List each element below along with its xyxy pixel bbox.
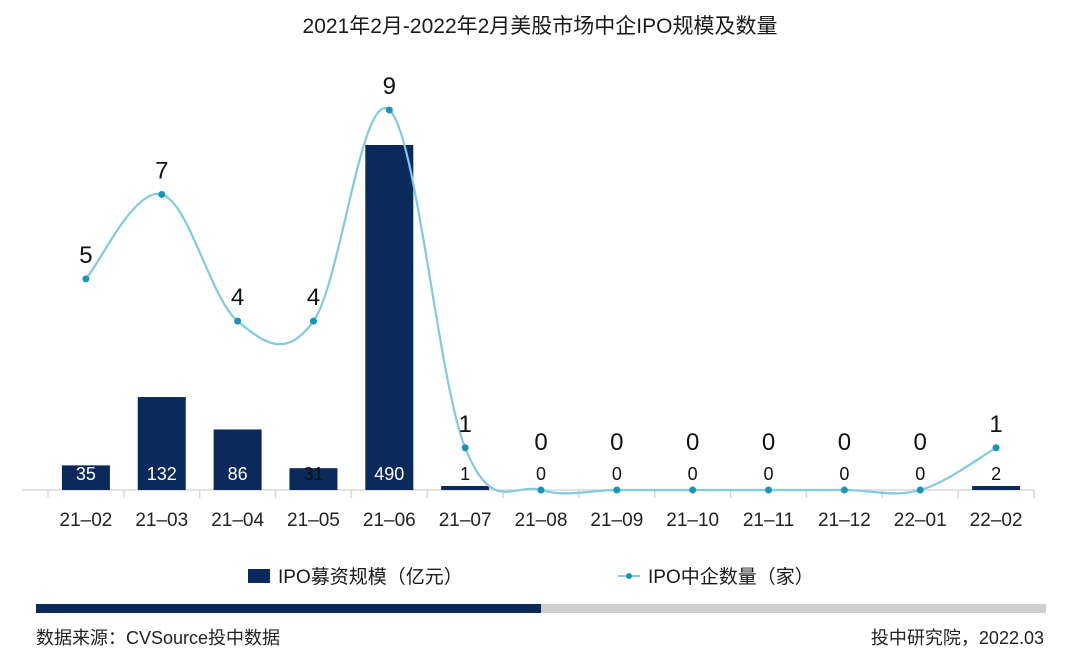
- x-tick-label: 21–11: [743, 510, 794, 531]
- bar-value-label: 0: [839, 464, 849, 484]
- line-value-label: 0: [762, 429, 775, 456]
- line-value-label: 0: [914, 429, 927, 456]
- line-marker: [916, 486, 924, 494]
- line-value-label: 0: [838, 429, 851, 456]
- x-tick-label: 21–02: [60, 510, 113, 531]
- bar: [441, 486, 490, 490]
- line-marker: [992, 444, 1000, 452]
- bar: [137, 397, 186, 490]
- bar-value-label: 0: [612, 464, 622, 484]
- publisher-credit: 投中研究院，2022.03: [870, 628, 1044, 648]
- x-tick-label: 22–01: [894, 510, 947, 531]
- x-tick-label: 22–02: [970, 510, 1023, 531]
- line-value-label: 1: [989, 411, 1002, 438]
- x-tick-label: 21–07: [439, 510, 492, 531]
- line-marker: [765, 486, 773, 494]
- x-tick-label: 21–05: [287, 510, 340, 531]
- line-value-label: 0: [686, 429, 699, 456]
- legend-line-label: IPO中企数量（家）: [648, 567, 814, 588]
- legend-bar-label: IPO募资规模（亿元）: [278, 567, 463, 588]
- bar-value-label: 0: [536, 464, 546, 484]
- line-marker: [840, 486, 848, 494]
- line-value-label: 1: [458, 411, 471, 438]
- line-value-label: 5: [79, 242, 92, 269]
- data-source: 数据来源：CVSource投中数据: [36, 628, 281, 648]
- x-tick-label: 21–04: [211, 510, 264, 531]
- line-value-label: 7: [155, 157, 168, 184]
- bar-value-label: 0: [915, 464, 925, 484]
- bar-value-label: 2: [991, 464, 1001, 484]
- legend-item-bar: IPO募资规模（亿元）: [248, 562, 463, 589]
- bar: [61, 465, 110, 490]
- bar-value-label: 86: [228, 464, 248, 484]
- bar: [365, 145, 414, 490]
- line-value-label: 0: [534, 429, 547, 456]
- line-marker: [309, 317, 317, 325]
- bar-swatch-icon: [248, 568, 270, 583]
- line-marker: [234, 317, 242, 325]
- line-marker-swatch-icon: [618, 569, 640, 583]
- bar-value-label: 35: [76, 464, 96, 484]
- progress-fill: [36, 604, 541, 613]
- x-tick-label: 21–08: [515, 510, 568, 531]
- bar-value-label: 0: [764, 464, 774, 484]
- x-tick-label: 21–10: [666, 510, 719, 531]
- legend-item-line: IPO中企数量（家）: [618, 562, 814, 589]
- x-tick-label: 21–03: [135, 510, 188, 531]
- line-value-label: 4: [307, 284, 320, 311]
- line-marker: [385, 106, 393, 114]
- chart-title: 2021年2月-2022年2月美股市场中企IPO规模及数量: [302, 15, 778, 38]
- bar-value-label: 31: [303, 464, 323, 484]
- bar: [213, 429, 262, 490]
- line-value-label: 0: [610, 429, 623, 456]
- line-marker: [537, 486, 545, 494]
- x-tick-label: 21–12: [818, 510, 871, 531]
- line-value-label: 4: [231, 284, 244, 311]
- bar: [972, 486, 1021, 490]
- line-value-label: 9: [383, 73, 396, 100]
- bar: [289, 468, 338, 490]
- bar-value-label: 490: [374, 464, 404, 484]
- x-tick-label: 21–06: [363, 510, 416, 531]
- progress-bar: [36, 604, 1046, 613]
- x-tick-label: 21–09: [590, 510, 643, 531]
- line-marker: [158, 190, 166, 198]
- line-marker: [613, 486, 621, 494]
- combo-chart: 3521–0213221–038621–043121–0549021–06121…: [22, 73, 1035, 531]
- bar-value-label: 1: [460, 464, 470, 484]
- bar-value-label: 132: [147, 464, 177, 484]
- line-marker: [82, 275, 90, 283]
- line-marker: [689, 486, 697, 494]
- bar-value-label: 0: [688, 464, 698, 484]
- chart-legend: IPO募资规模（亿元） IPO中企数量（家）: [0, 562, 1080, 592]
- line-marker: [461, 444, 469, 452]
